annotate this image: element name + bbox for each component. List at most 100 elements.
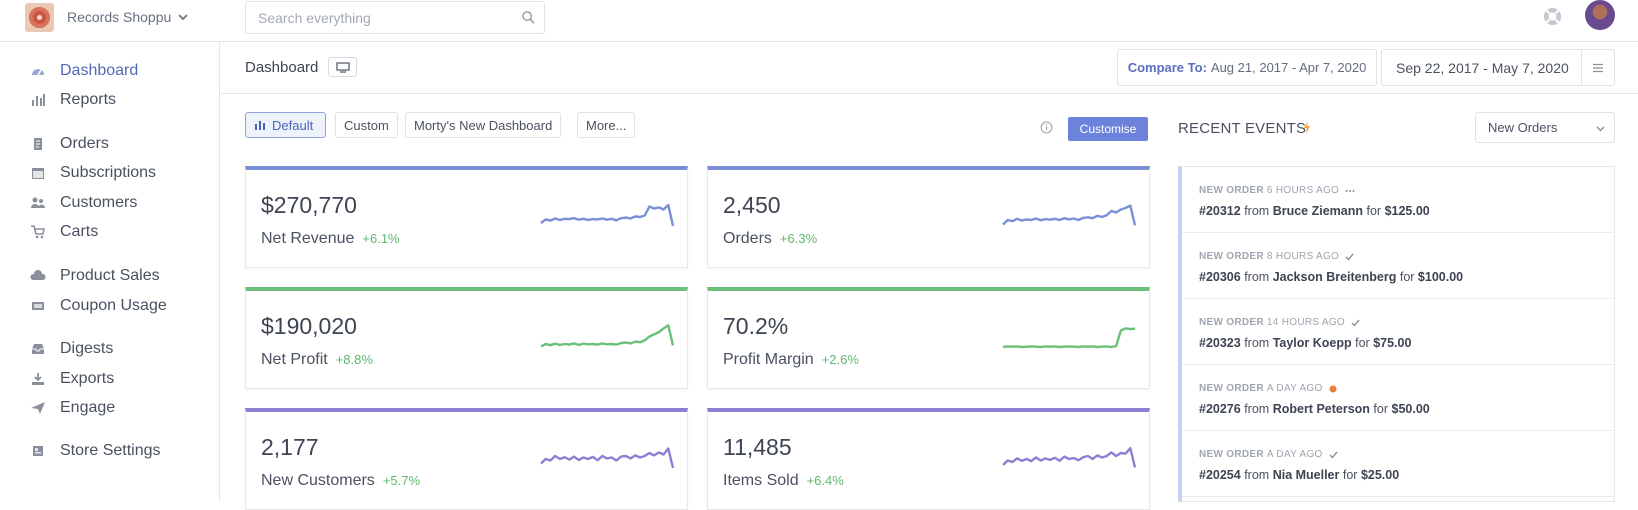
bar-chart-icon <box>254 119 266 131</box>
search-input[interactable] <box>246 2 496 33</box>
customer-name[interactable]: Robert Peterson <box>1272 402 1370 416</box>
tab-custom[interactable]: Custom <box>335 112 398 138</box>
customer-name[interactable]: Nia Mueller <box>1272 468 1340 482</box>
metric-value: $270,770 <box>261 192 357 218</box>
sidebar-item-digests[interactable]: Digests <box>29 337 113 361</box>
from-word: from <box>1244 204 1270 218</box>
sparkline-chart <box>540 324 675 348</box>
date-range-button[interactable]: Sep 22, 2017 - May 7, 2020 <box>1381 49 1582 86</box>
metric-card-net-revenue[interactable]: $270,770 Net Revenue +6.1% <box>245 166 688 268</box>
sidebar-item-dashboard[interactable]: Dashboard <box>29 59 138 83</box>
metric-card-net-profit[interactable]: $190,020 Net Profit +8.8% <box>245 287 688 389</box>
sparkline-trend <box>1002 204 1137 226</box>
chevron-down-icon[interactable] <box>176 10 190 24</box>
order-number[interactable]: #20312 <box>1199 204 1241 218</box>
event-time: A DAY AGO <box>1266 449 1323 460</box>
metric-label: New Customers +5.7% <box>261 472 420 490</box>
info-icon[interactable] <box>1040 121 1053 134</box>
tab-default[interactable]: Default <box>245 112 326 138</box>
alert-dot-icon <box>1329 385 1337 392</box>
metric-card-items-sold[interactable]: 11,485 Items Sold +6.4% <box>707 408 1150 510</box>
sidebar-item-subscriptions[interactable]: Subscriptions <box>29 161 156 185</box>
metric-card-orders[interactable]: 2,450 Orders +6.3% <box>707 166 1150 268</box>
sidebar-item-orders[interactable]: Orders <box>29 132 109 156</box>
ellipsis-icon <box>1345 189 1355 192</box>
order-number[interactable]: #20254 <box>1199 468 1241 482</box>
sparkline-trend <box>1002 447 1137 468</box>
store-switcher[interactable]: Records Shoppu <box>67 9 172 25</box>
search-box <box>245 1 545 34</box>
sidebar-item-label: Subscriptions <box>60 164 157 181</box>
metric-value: 11,485 <box>723 434 792 460</box>
customer-name[interactable]: Jackson Breitenberg <box>1272 270 1397 284</box>
sidebar-item-label: Reports <box>60 91 117 108</box>
compare-to-button[interactable]: Compare To: Aug 21, 2017 - Apr 7, 2020 <box>1117 49 1377 86</box>
check-icon <box>1345 253 1354 261</box>
metric-label-text: Profit Margin <box>723 351 814 368</box>
sidebar-item-label: Coupon Usage <box>60 297 167 314</box>
sidebar-item-engage[interactable]: Engage <box>29 396 115 420</box>
customise-button[interactable]: Customise <box>1068 117 1148 141</box>
tv-mode-button[interactable] <box>328 57 357 77</box>
compare-value: Aug 21, 2017 - Apr 7, 2020 <box>1210 60 1367 75</box>
event-row[interactable]: NEW ORDER 6 HOURS AGO #20312 from Bruce Zi… <box>1182 167 1614 233</box>
sidebar-item-product-sales[interactable]: Product Sales <box>29 264 160 288</box>
order-number[interactable]: #20323 <box>1199 336 1241 350</box>
sidebar-item-customers[interactable]: Customers <box>29 191 137 215</box>
sidebar-item-reports[interactable]: Reports <box>29 88 116 112</box>
for-word: for <box>1342 468 1358 482</box>
from-word: from <box>1244 402 1270 416</box>
tab-more[interactable]: More... <box>577 112 636 138</box>
event-row[interactable]: NEW ORDER A DAY AGO #20276 from Robert Pet… <box>1182 365 1614 431</box>
metric-value: $190,020 <box>261 313 357 339</box>
event-kind: NEW ORDER <box>1199 251 1264 262</box>
sparkline-chart <box>1002 327 1136 349</box>
customer-name[interactable]: Bruce Ziemann <box>1272 204 1363 218</box>
order-number[interactable]: #20276 <box>1199 402 1241 416</box>
options-menu-button[interactable] <box>1581 49 1615 86</box>
download-icon <box>29 371 46 388</box>
recent-events-list: NEW ORDER 6 HOURS AGO #20312 from Bruce Zi… <box>1178 166 1615 502</box>
sidebar-item-coupon-usage[interactable]: Coupon Usage <box>29 294 167 318</box>
sidebar-item-carts[interactable]: Carts <box>29 220 98 244</box>
order-number[interactable]: #20306 <box>1199 270 1241 284</box>
top-bar: Records Shoppu <box>0 0 1638 42</box>
sidebar-item-store-settings[interactable]: Store Settings <box>29 439 161 463</box>
event-meta: NEW ORDER 6 HOURS AGO <box>1199 185 1355 196</box>
metric-value: 2,450 <box>723 192 781 218</box>
event-row[interactable]: NEW ORDER A DAY AGO #20254 from Nia Muelle… <box>1182 431 1614 497</box>
event-description: #20276 from Robert Peterson for $50.00 <box>1199 402 1430 416</box>
store-logo[interactable] <box>25 3 54 32</box>
order-amount: $50.00 <box>1391 402 1430 416</box>
search-icon[interactable] <box>521 10 536 25</box>
sidebar-item-exports[interactable]: Exports <box>29 367 114 391</box>
event-kind: NEW ORDER <box>1199 317 1264 328</box>
sparkline-chart <box>1002 204 1137 226</box>
event-row[interactable]: NEW ORDER 8 HOURS AGO #20306 from Jackson … <box>1182 233 1614 299</box>
metric-label-text: New Customers <box>261 472 375 489</box>
from-word: from <box>1244 270 1270 284</box>
event-description: #20254 from Nia Mueller for $25.00 <box>1199 468 1399 482</box>
cloud-icon <box>29 268 46 285</box>
metric-label-text: Orders <box>723 230 772 247</box>
tab-label: More... <box>586 117 627 133</box>
metric-label-text: Net Profit <box>261 351 328 368</box>
events-filter-select[interactable]: New Orders <box>1475 112 1615 143</box>
chevron-down-icon <box>1596 126 1605 132</box>
metric-card-profit-margin[interactable]: 70.2% Profit Margin +2.6% <box>707 287 1150 389</box>
metric-label: Profit Margin +2.6% <box>723 351 859 369</box>
customer-name[interactable]: Taylor Koepp <box>1272 336 1352 350</box>
event-row[interactable]: NEW ORDER 14 HOURS AGO #20323 from Taylor … <box>1182 299 1614 365</box>
sparkline-trend <box>1002 327 1136 349</box>
metric-card-new-customers[interactable]: 2,177 New Customers +5.7% <box>245 408 688 510</box>
help-lifebuoy-icon[interactable] <box>1542 6 1563 27</box>
for-word: for <box>1366 204 1382 218</box>
ticket-icon <box>29 298 46 315</box>
from-word: from <box>1244 468 1270 482</box>
event-time: 8 HOURS AGO <box>1266 251 1340 262</box>
tab-mortys-new-dashboard[interactable]: Morty's New Dashboard <box>405 112 562 138</box>
sidebar-item-label: Product Sales <box>60 267 160 284</box>
event-meta: NEW ORDER A DAY AGO <box>1199 449 1338 460</box>
user-avatar[interactable] <box>1585 0 1615 30</box>
record-icon <box>29 7 50 28</box>
